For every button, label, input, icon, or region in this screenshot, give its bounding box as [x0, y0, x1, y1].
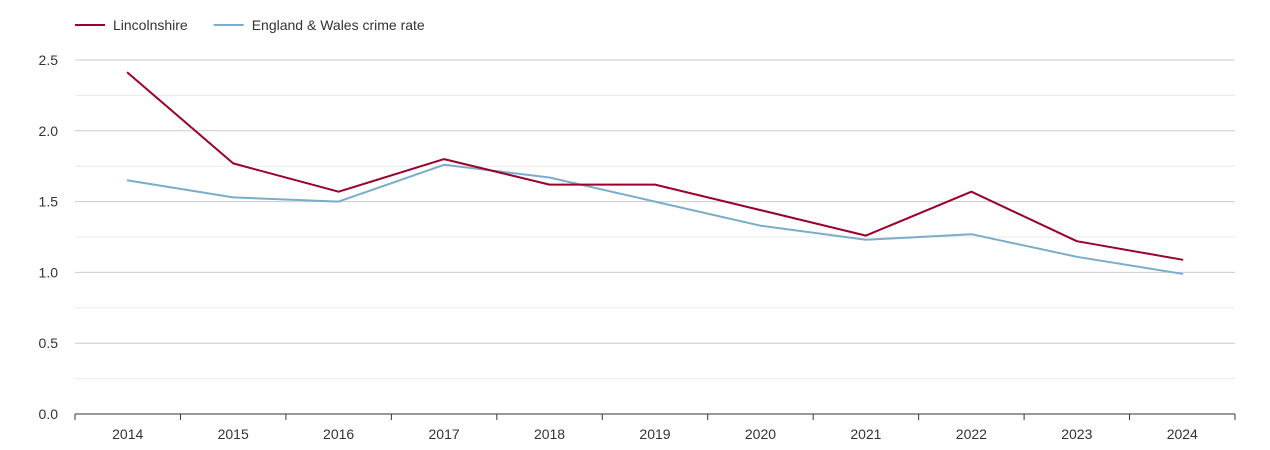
legend-label: England & Wales crime rate — [252, 17, 425, 33]
x-tick-label: 2015 — [218, 426, 249, 442]
y-tick-label: 0.0 — [39, 406, 59, 422]
x-tick-label: 2020 — [745, 426, 776, 442]
y-tick-label: 0.5 — [39, 335, 59, 351]
x-tick-label: 2018 — [534, 426, 565, 442]
grid-lines — [75, 59, 1235, 380]
x-tick-label: 2019 — [639, 426, 670, 442]
y-tick-label: 2.5 — [39, 52, 59, 68]
x-tick-label: 2021 — [850, 426, 881, 442]
series-line-lincolnshire — [126, 71, 1184, 261]
y-axis: 0.0 0.5 1.0 1.5 2.0 2.5 — [39, 52, 59, 422]
x-tick-label: 2014 — [112, 426, 143, 442]
legend: Lincolnshire England & Wales crime rate — [75, 17, 425, 33]
x-tick-label: 2016 — [323, 426, 354, 442]
series-line-england-wales-crime-rate — [126, 163, 1184, 275]
x-tick-label: 2017 — [429, 426, 460, 442]
y-tick-label: 1.0 — [39, 264, 59, 280]
y-tick-label: 1.5 — [39, 194, 59, 210]
x-tick-label: 2023 — [1061, 426, 1092, 442]
legend-label: Lincolnshire — [113, 17, 188, 33]
series-lines — [126, 71, 1184, 275]
x-tick-label: 2022 — [956, 426, 987, 442]
x-axis: 2014 2015 2016 2017 2018 2019 2020 2021 2022 2023… — [74, 413, 1236, 442]
x-tick-label: 2024 — [1167, 426, 1198, 442]
y-tick-label: 2.0 — [39, 123, 59, 139]
